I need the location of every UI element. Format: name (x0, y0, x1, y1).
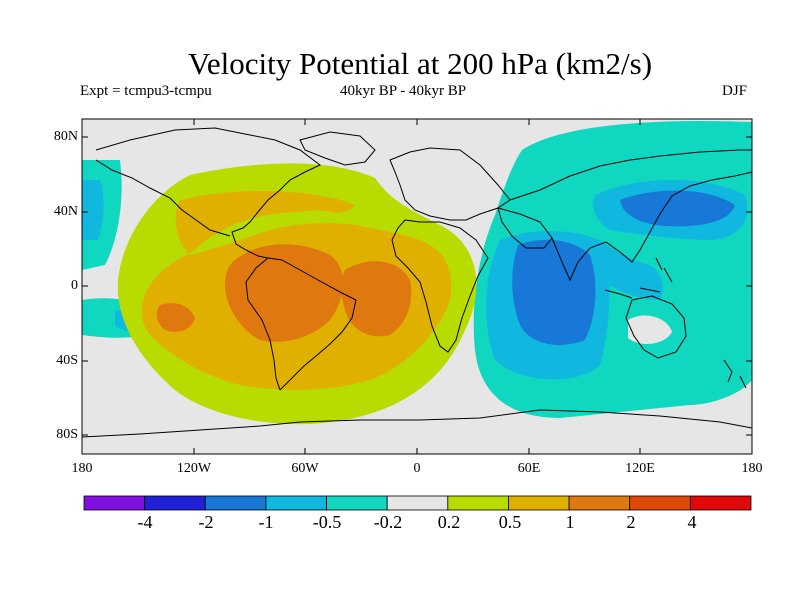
y-tick-label: 80N (53, 129, 78, 144)
axis-ticks (81, 119, 753, 454)
x-tick-label: 60W (291, 461, 319, 476)
colorbar-cell (144, 495, 206, 511)
colorbar-cell (568, 495, 631, 511)
colorbar-cell (689, 495, 752, 511)
x-tick-label: 180 (741, 461, 763, 476)
colorbar-cell (447, 495, 509, 511)
season-label: DJF (722, 83, 748, 99)
colorbar-label: -0.2 (373, 512, 403, 532)
colorbar-cell (629, 495, 691, 511)
y-tick-label: 40S (56, 353, 78, 368)
colorbar-cell (508, 495, 570, 511)
colorbar-label: 4 (687, 512, 697, 532)
colorbar-label: 0.2 (437, 512, 461, 532)
period-label: 40kyr BP - 40kyr BP (340, 83, 467, 99)
colorbar-label: -2 (198, 512, 214, 532)
colorbar (83, 495, 752, 511)
colorbar-cell (386, 495, 449, 511)
colorbar-cell (83, 495, 146, 511)
experiment-label: Expt = tcmpu3-tcmpu (80, 83, 212, 99)
colorbar-label: 1 (565, 512, 575, 532)
colorbar-label: -4 (137, 512, 153, 532)
x-tick-label: 60E (517, 461, 541, 476)
map-area (82, 119, 752, 454)
colorbar-cell (204, 495, 267, 511)
colorbar-label: 0.5 (498, 512, 522, 532)
coastlines (82, 127, 752, 438)
x-tick-label: 0 (413, 461, 421, 476)
x-tick-label: 120E (625, 461, 655, 476)
colorbar-label: 2 (626, 512, 636, 532)
colorbar-label: -0.5 (312, 512, 342, 532)
map-title: Velocity Potential at 200 hPa (km2/s) (187, 46, 653, 81)
x-tick-label: 180 (71, 461, 93, 476)
colorbar-cell (326, 495, 388, 511)
x-tick-label: 120W (176, 461, 212, 476)
y-tick-label: 40N (53, 204, 78, 219)
y-tick-label: 80S (56, 427, 78, 442)
y-tick-label: 0 (71, 278, 78, 293)
colorbar-cell (265, 495, 327, 511)
colorbar-label: -1 (258, 512, 274, 532)
